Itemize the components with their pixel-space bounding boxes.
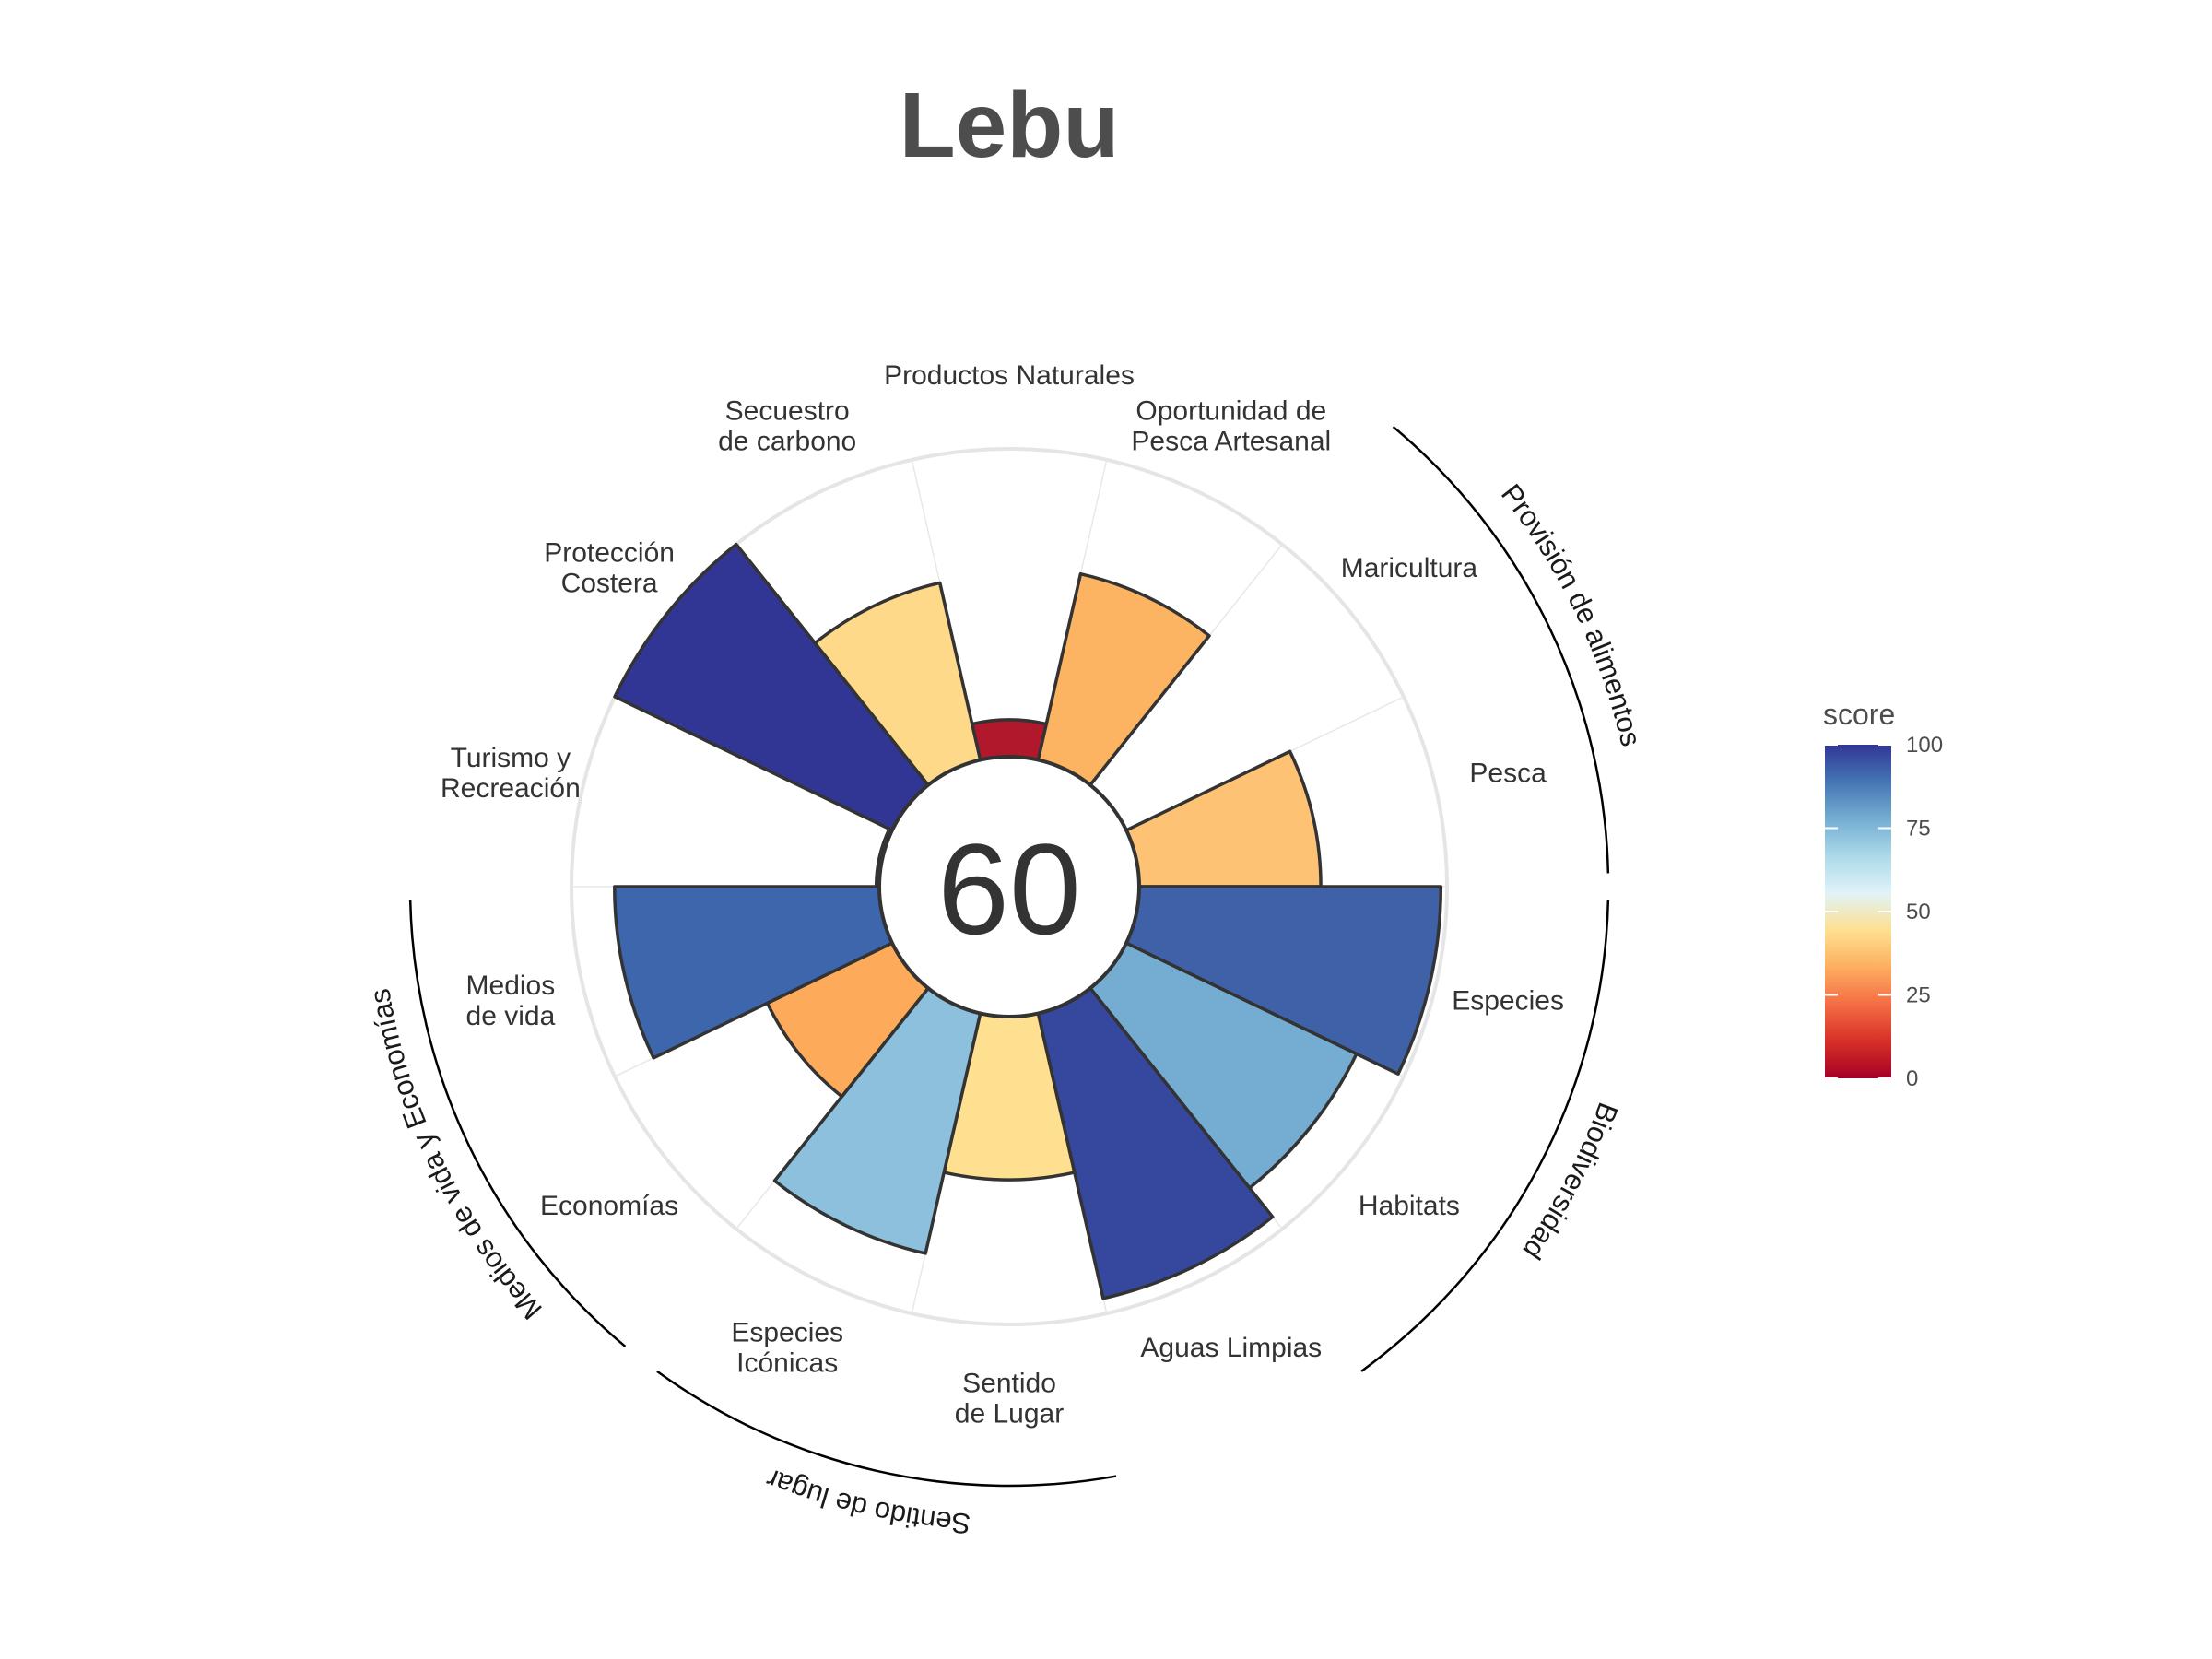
petal-1 bbox=[970, 718, 1049, 762]
legend-title: score bbox=[1823, 698, 1895, 731]
category-label-5: Especies bbox=[1452, 986, 1564, 1017]
category-label-10: Economías bbox=[540, 1191, 678, 1221]
petal-2 bbox=[1036, 571, 1211, 787]
category-label-11: Medios de vida bbox=[466, 971, 556, 1031]
category-label-7: Aguas Limpias bbox=[1140, 1333, 1322, 1363]
group-arc-4 bbox=[408, 900, 627, 1347]
legend-tick-label: 25 bbox=[1906, 983, 1931, 1008]
category-label-1: Productos Naturales bbox=[884, 360, 1135, 391]
legend-tick-label: 100 bbox=[1906, 733, 1943, 758]
petal-4 bbox=[1124, 749, 1323, 888]
chart-title: Lebu bbox=[900, 74, 1120, 177]
group-arc-1 bbox=[1392, 426, 1610, 874]
group-arc-2 bbox=[1360, 900, 1610, 1372]
legend-tick-label: 75 bbox=[1906, 817, 1931, 841]
center-circle bbox=[877, 755, 1141, 1018]
group-label-3: Sentido de lugar bbox=[761, 1463, 971, 1540]
group-label-4: Medios de vida y Economías bbox=[363, 986, 548, 1325]
legend-tick-label: 0 bbox=[1906, 1066, 1918, 1091]
category-label-12: Turismo y Recreación bbox=[441, 743, 581, 804]
legend-tick-label: 50 bbox=[1906, 900, 1931, 924]
category-label-9: Especies Icónicas bbox=[731, 1318, 843, 1379]
center-score: 60 bbox=[937, 817, 1081, 961]
category-labels: Productos Naturales Oportunidad de Pesca A… bbox=[441, 360, 1564, 1430]
category-label-13: Protección Costera bbox=[544, 538, 675, 599]
category-label-6: Habitats bbox=[1359, 1191, 1460, 1221]
petals bbox=[613, 542, 1443, 1300]
category-label-2: Oportunidad de Pesca Artesanal bbox=[1131, 396, 1331, 457]
group-arc-3 bbox=[656, 1370, 1117, 1488]
category-label-4: Pesca bbox=[1469, 759, 1547, 789]
category-label-14: Secuestro de carbono bbox=[718, 396, 856, 457]
legend: score 100 75 50 25 0 bbox=[1823, 698, 1943, 1091]
group-label-1: Provisión de alimentos bbox=[1495, 478, 1648, 749]
group-label-2: Biodiversidad bbox=[1516, 1099, 1624, 1265]
category-label-3: Maricultura bbox=[1341, 553, 1478, 583]
category-label-8: Sentido de Lugar bbox=[955, 1369, 1064, 1430]
